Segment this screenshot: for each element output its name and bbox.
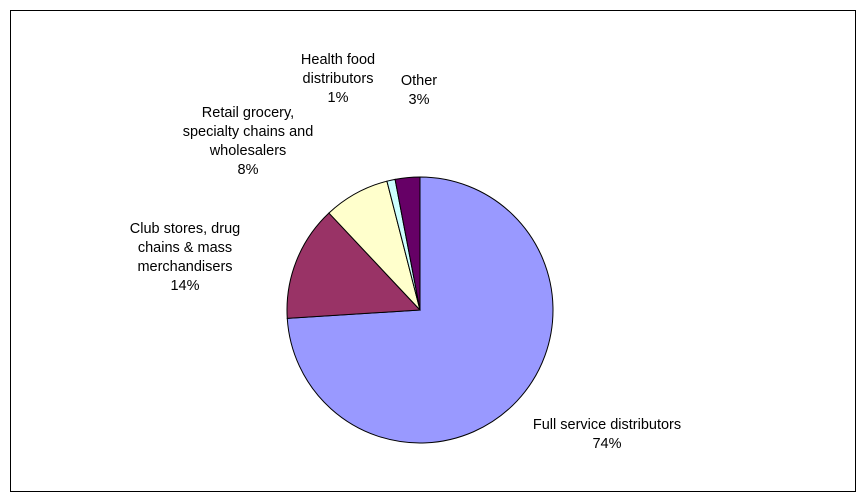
pie-slice-1 — [286, 212, 422, 319]
pie-slice-4 — [394, 176, 421, 311]
slice-label-4: Other 3% — [401, 73, 437, 108]
slice-label-2: Retail grocery, specialty chains and whole… — [183, 105, 314, 178]
slice-label-0: Full service distributors 74% — [533, 417, 681, 452]
slice-label-3: Health food distributors 1% — [301, 52, 375, 106]
slice-label-1: Club stores, drug chains & mass merchandis… — [130, 221, 240, 294]
